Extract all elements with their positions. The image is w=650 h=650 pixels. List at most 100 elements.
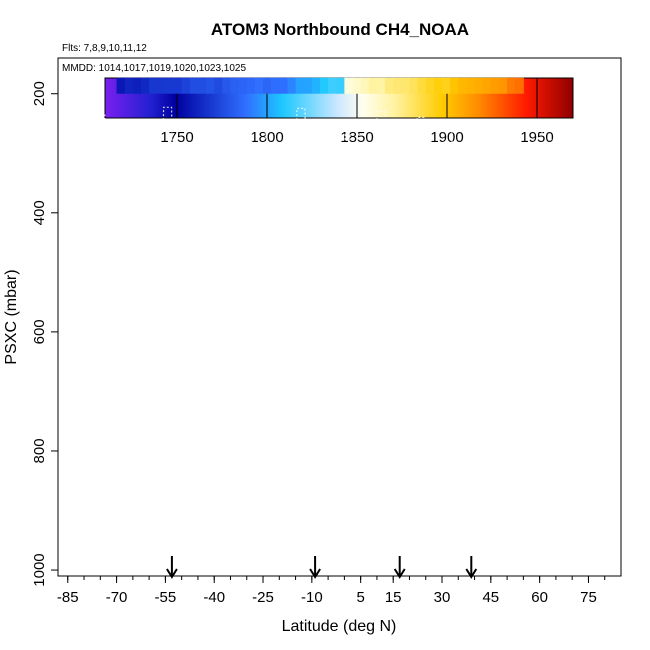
- y-axis: 200 400 600 800 1000: [31, 81, 58, 587]
- flight-track: [263, 159, 285, 565]
- colorbar-tick-label: 1900: [430, 129, 463, 146]
- heatmap-cell: [376, 77, 386, 94]
- x-tick-label: 15: [385, 589, 402, 606]
- x-axis: -85 -70 -55 -40 -25 -10 5 15 30 45 60 75: [57, 576, 606, 606]
- heatmap-cell: [352, 77, 362, 94]
- colorbar-tick-label: 1850: [340, 129, 373, 146]
- flight-track: [130, 160, 152, 565]
- flight-track: [343, 124, 365, 565]
- y-tick-label: 200: [31, 81, 48, 106]
- heatmap-cell: [490, 77, 500, 94]
- x-axis-label: Latitude (deg N): [282, 618, 397, 635]
- flight-track: [357, 160, 379, 565]
- flight-track: [543, 138, 566, 565]
- heatmap-cell: [238, 77, 248, 94]
- arrow-head: [309, 568, 321, 579]
- heatmap-cell: [498, 77, 508, 94]
- flight-track: [530, 131, 552, 565]
- flight-track: [317, 166, 339, 565]
- flight-track: [143, 123, 165, 565]
- flight-track: [237, 119, 259, 565]
- flight-track: [383, 164, 406, 565]
- x-tick-label: -25: [252, 589, 274, 606]
- heatmap-cell: [474, 77, 484, 94]
- flight-track: [450, 159, 472, 565]
- flight-tracks: [76, 106, 619, 565]
- heatmap-cell: [116, 77, 126, 94]
- y-tick-label: 400: [31, 200, 48, 225]
- flight-track: [570, 174, 592, 565]
- flight-track: [477, 152, 499, 565]
- heatmap-cell: [482, 77, 492, 94]
- y-tick-label: 600: [31, 319, 48, 344]
- heatmap-cell: [319, 77, 329, 94]
- heatmap-cell: [425, 77, 435, 94]
- heatmap-cell: [124, 77, 134, 94]
- y-tick-label: 800: [31, 438, 48, 463]
- flight-track: [330, 130, 352, 565]
- heatmap-cell: [214, 77, 223, 94]
- flight-track: [223, 126, 245, 565]
- x-tick-label: -85: [57, 589, 79, 606]
- heatmap-cell: [254, 77, 264, 94]
- heatmap-cell: [466, 77, 476, 94]
- heatmap-cell: [149, 77, 158, 94]
- colorbar-tick-label: 1750: [160, 129, 193, 146]
- heatmap-cell: [132, 77, 142, 94]
- heatmap-cell: [442, 77, 451, 94]
- flight-track: [197, 175, 219, 565]
- x-tick-label: 30: [434, 589, 451, 606]
- flight-track: [277, 129, 299, 565]
- x-tick-label: 60: [531, 589, 548, 606]
- x-tick-label: -70: [106, 589, 128, 606]
- flight-track: [397, 171, 419, 565]
- arrow-head: [393, 568, 406, 579]
- arrow-head: [166, 568, 178, 579]
- heatmap-cell: [336, 77, 345, 94]
- x-tick-label: -40: [203, 589, 225, 606]
- flight-track: [463, 125, 486, 565]
- flight-track: [410, 116, 432, 565]
- flight-track: [250, 130, 272, 565]
- heatmap-cell: [344, 77, 354, 94]
- y-axis-label: PSXC (mbar): [3, 269, 20, 364]
- flight-track: [583, 172, 606, 565]
- heatmap-cell: [409, 77, 419, 94]
- arrow-head: [465, 568, 478, 579]
- flight-track: [76, 159, 99, 565]
- heatmap-cell: [328, 77, 337, 94]
- heatmap-cell: [246, 77, 256, 94]
- heatmap-cell: [181, 77, 191, 94]
- heatmap-cell: [458, 77, 467, 94]
- heatmap-cell: [303, 77, 313, 94]
- arrow-markers: [166, 556, 478, 579]
- flight-track: [103, 146, 125, 565]
- heatmap-cell: [189, 77, 199, 94]
- colorbar-tick-label: 1800: [250, 129, 283, 146]
- x-tick-label: -10: [301, 589, 323, 606]
- heatmap-cell: [385, 77, 394, 94]
- heatmap-cells: [116, 77, 524, 94]
- heatmap-cell: [279, 77, 288, 94]
- heatmap-cell: [157, 77, 166, 94]
- heatmap-cell: [263, 77, 272, 94]
- x-tick-label: 45: [482, 589, 499, 606]
- plot-frame: [57, 57, 622, 577]
- heatmap-cell: [393, 77, 402, 94]
- x-tick-label: 75: [580, 589, 597, 606]
- heatmap-cell: [197, 77, 207, 94]
- heatmap-cell: [311, 77, 321, 94]
- heatmap-cell: [165, 77, 175, 94]
- x-tick-label: 5: [356, 589, 364, 606]
- flights-label: Flts: 7,8,9,10,11,12: [62, 43, 147, 54]
- heatmap-cell: [222, 77, 231, 94]
- y-tick-label: 1000: [31, 553, 48, 586]
- x-tick-label: -55: [155, 589, 177, 606]
- heatmap-cell: [140, 77, 150, 94]
- heatmap-cell: [368, 77, 378, 94]
- flight-track: [517, 152, 539, 565]
- heatmap-cell: [230, 77, 240, 94]
- heatmap-cell: [360, 77, 370, 94]
- flight-track: [370, 110, 392, 565]
